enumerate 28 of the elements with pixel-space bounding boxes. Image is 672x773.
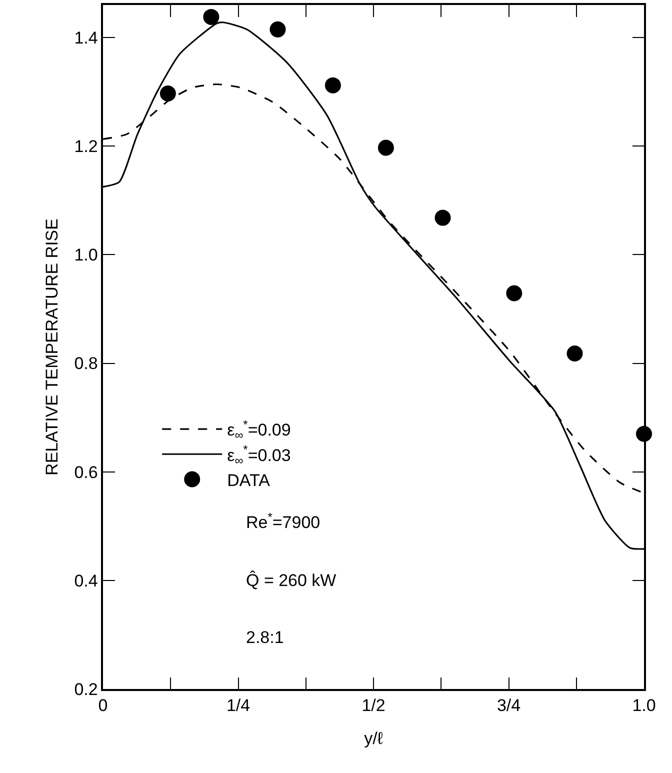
point (160, 85, 176, 102)
y-tick-label: 0.4 (74, 571, 98, 590)
y-tick-label: 1.4 (74, 28, 98, 48)
point (506, 285, 522, 302)
annotation: Q̂ = 260 kW (246, 570, 336, 590)
legend-label: DATA (227, 470, 271, 490)
legend-label: ε$_{∞}$$^{*}$=0.03 (227, 442, 291, 468)
x-tick-label: 1.0 (632, 696, 656, 716)
point (378, 140, 394, 156)
point (270, 21, 286, 38)
y-tick-label: 1.2 (74, 137, 98, 156)
x-axis-title: y/ℓ (364, 729, 384, 748)
y-tick-label: 1.0 (74, 246, 98, 265)
point (203, 8, 220, 25)
annotation: Re$^{*}$=7900 (246, 510, 320, 532)
x-tick-label: 1/4 (226, 696, 250, 716)
legend-label: ε$_{∞}$$^{*}$=0.09 (227, 418, 291, 442)
x-tick-label: 0 (98, 696, 108, 716)
y-axis-title: RELATIVE TEMPERATURE RISE (42, 218, 62, 476)
point (434, 210, 451, 226)
y-tick-label: 0.8 (74, 354, 98, 374)
x-tick-label: 1/2 (362, 696, 386, 716)
annotation: 2.8:1 (246, 628, 284, 647)
point (324, 77, 341, 94)
x-tick-label: 3/4 (496, 696, 521, 716)
y-tick-label: 0.6 (74, 462, 98, 482)
point (566, 346, 583, 362)
y-tick-label: 0.2 (74, 680, 98, 699)
